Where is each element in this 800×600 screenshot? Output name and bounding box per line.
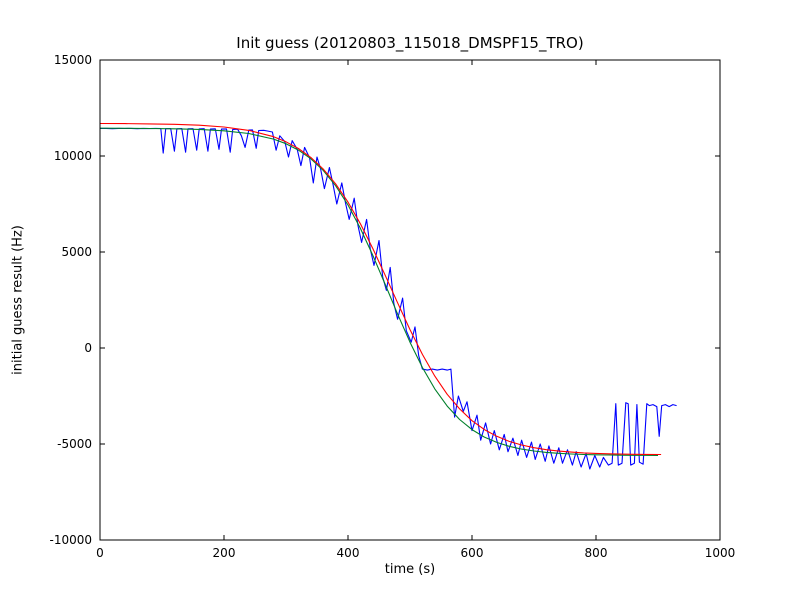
y-axis-label: initial guess result (Hz)	[10, 225, 26, 375]
x-tick-label: 200	[212, 546, 236, 560]
chart-title: Init guess (20120803_115018_DMSPF15_TRO)	[236, 34, 584, 52]
y-tick-label: 5000	[61, 245, 92, 259]
y-tick-label: 15000	[53, 53, 92, 67]
y-tick-label: -5000	[57, 437, 92, 451]
y-tick-label: 10000	[53, 149, 92, 163]
axes-frame	[99, 59, 721, 541]
x-tick-label: 0	[96, 546, 104, 560]
y-tick-label: 0	[84, 341, 92, 355]
series-line-blue-raw-data	[99, 127, 677, 470]
x-tick-label: 1000	[704, 546, 736, 560]
series-line-red-fit	[99, 122, 662, 456]
x-tick-label: 800	[584, 546, 608, 560]
x-axis-label: time (s)	[384, 562, 436, 577]
y-tick-label: -10000	[49, 533, 92, 547]
x-tick-label: 600	[460, 546, 484, 560]
x-tick-label: 400	[336, 546, 360, 560]
series-line-green-smoothed	[99, 127, 659, 456]
